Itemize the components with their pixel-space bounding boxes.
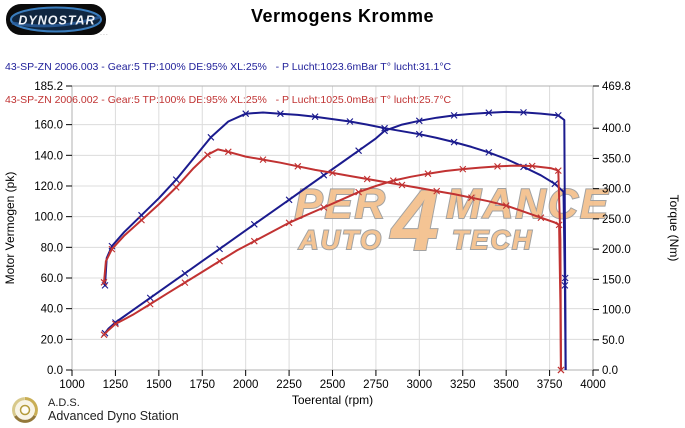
- tick-label-x: 2000: [233, 379, 259, 391]
- dynostar-logo: DYNOSTAR: [6, 4, 106, 35]
- tick-label-left: 40.0: [41, 304, 63, 316]
- tick-label-x: 2250: [276, 379, 302, 391]
- tick-label-right: 0.0: [602, 365, 618, 377]
- markers-torque-run-002: [100, 148, 565, 374]
- y-axis-title-right: Torque (Nm): [667, 195, 681, 262]
- legend-run-003: 43-SP-ZN 2006.003 - Gear:5 TP:100% DE:95…: [5, 61, 452, 73]
- watermark-mance: MANCE: [446, 180, 610, 227]
- markers-power-run-002: [100, 162, 565, 374]
- ads-swirl-3: [12, 397, 25, 417]
- markers-torque-run-003: [101, 110, 569, 289]
- logo-oval-ring: [10, 6, 102, 33]
- tick-label-x: 4000: [580, 379, 606, 391]
- x-axis-title: Toerental (rpm): [292, 393, 373, 407]
- logo-text: DYNOSTAR: [18, 14, 95, 28]
- tick-label-right: 400.0: [602, 123, 631, 135]
- tick-label-left: 160.0: [34, 120, 63, 132]
- tick-label-x: 3000: [407, 379, 433, 391]
- tick-label-left: 0.0: [47, 365, 63, 377]
- legend: 43-SP-ZN 2006.003 - Gear:5 TP:100% DE:95…: [5, 40, 451, 128]
- tick-label-right: 100.0: [602, 305, 631, 317]
- logo-subtext: ...: [100, 30, 109, 37]
- tick-label-x: 1750: [189, 379, 215, 391]
- tick-label-right: 300.0: [602, 184, 631, 196]
- watermark-4: 4: [389, 173, 441, 269]
- tick-label-x: 1500: [146, 379, 172, 391]
- ads-logo-icon: [12, 397, 38, 423]
- tick-label-x: 1250: [103, 379, 129, 391]
- logo-swoosh: [11, 15, 101, 28]
- tick-label-left: 80.0: [41, 242, 63, 254]
- tick-label-x: 1000: [59, 379, 85, 391]
- tick-label-x: 2750: [363, 379, 389, 391]
- watermark-auto: AUTO: [298, 225, 383, 255]
- y-axis-title-left: Motor Vermogen (pk): [3, 172, 17, 285]
- footer: A.D.S. Advanced Dyno Station: [10, 395, 179, 425]
- tick-label-right: 200.0: [602, 244, 631, 256]
- tick-label-x: 3250: [450, 379, 476, 391]
- page-title: Vermogens Kromme: [250, 6, 435, 26]
- tick-label-left: 60.0: [41, 273, 63, 285]
- curve-power-run-003: [104, 110, 567, 371]
- tick-label-right: 350.0: [602, 153, 631, 165]
- tick-label-left: 140.0: [34, 150, 63, 162]
- watermark-tech: TECH: [452, 225, 534, 255]
- ads-swirl-2: [13, 414, 37, 423]
- tick-label-left: 20.0: [41, 334, 63, 346]
- ads-abbr: A.D.S.: [48, 397, 80, 409]
- tick-label-x: 3500: [493, 379, 519, 391]
- curve-power-run-002: [103, 164, 562, 371]
- tick-label-right: 150.0: [602, 274, 631, 286]
- tick-label-right: 50.0: [602, 335, 624, 347]
- tick-label-x: 2500: [320, 379, 346, 391]
- tick-label-right: 250.0: [602, 214, 631, 226]
- tick-label-left: 185.2: [34, 81, 63, 93]
- ads-swirl-1: [24, 397, 38, 417]
- ads-name: Advanced Dyno Station: [48, 409, 179, 423]
- tick-label-right: 469.8: [602, 81, 631, 93]
- legend-run-002: 43-SP-ZN 2006.002 - Gear:5 TP:100% DE:95…: [5, 94, 452, 106]
- tick-label-left: 100.0: [34, 212, 63, 224]
- tick-label-x: 3750: [537, 379, 563, 391]
- tick-label-left: 120.0: [34, 181, 63, 193]
- ads-swirl-center: [19, 404, 31, 416]
